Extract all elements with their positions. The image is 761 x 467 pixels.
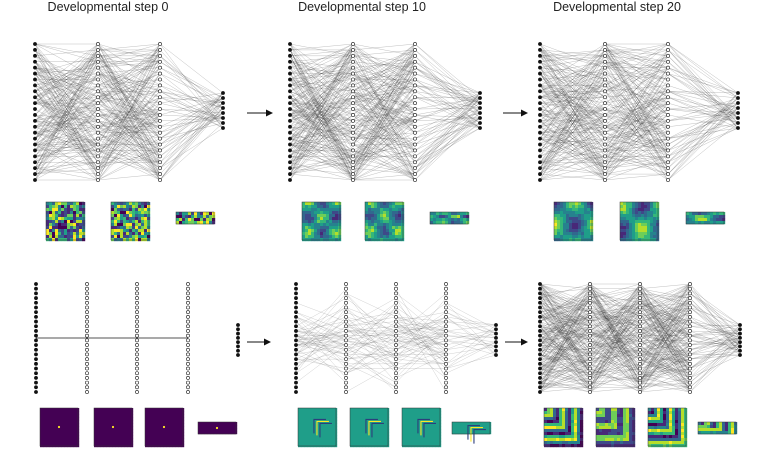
weight-map-r0-s2-2	[685, 211, 726, 225]
right-arrow-icon	[247, 338, 271, 346]
weight-map-r0-s0-2	[175, 211, 216, 225]
weight-map-r1-s1-2	[401, 407, 442, 448]
nodes	[538, 282, 742, 394]
right-arrow-icon	[505, 338, 528, 346]
nodes	[538, 42, 740, 182]
network-diagram-r1-s2	[538, 282, 742, 394]
nodes	[34, 282, 240, 394]
weight-map-r1-s0-3	[197, 421, 238, 435]
weight-map-r1-s2-1	[595, 407, 636, 448]
right-arrow-icon	[503, 109, 528, 117]
nodes	[288, 42, 482, 182]
weight-map-r1-s2-0	[543, 407, 584, 448]
right-arrow-icon	[247, 109, 273, 117]
weight-map-r0-s0-1	[110, 201, 151, 242]
nodes	[33, 42, 225, 182]
edges	[539, 43, 739, 181]
weight-map-r0-s2-1	[619, 201, 660, 242]
weight-map-r0-s0-0	[45, 201, 86, 242]
weight-map-r1-s0-0	[39, 407, 80, 448]
step-10-heading: Developmental step 10	[298, 0, 426, 14]
network-diagram-r1-s1	[294, 282, 498, 394]
weight-map-r0-s1-2	[429, 211, 470, 225]
weight-map-r1-s1-1	[349, 407, 390, 448]
edges	[295, 288, 497, 393]
nodes	[294, 282, 498, 394]
step-20-heading: Developmental step 20	[553, 0, 681, 14]
weight-map-r0-s1-0	[301, 201, 342, 242]
weight-map-r0-s1-1	[364, 201, 405, 242]
weight-map-r0-s2-0	[553, 201, 594, 242]
edges	[539, 283, 741, 393]
edges	[289, 43, 481, 181]
edges	[34, 43, 224, 181]
weight-map-r1-s2-2	[647, 407, 688, 448]
weight-map-r1-s1-3	[451, 421, 492, 444]
weight-map-r1-s2-3	[697, 421, 738, 435]
step-0-heading: Developmental step 0	[47, 0, 169, 14]
weight-map-r1-s0-1	[93, 407, 134, 448]
network-diagram-r1-s0	[34, 282, 240, 394]
weight-map-r1-s1-0	[297, 407, 338, 448]
network-diagram-r0-s2	[538, 42, 740, 182]
network-diagram-r0-s0	[33, 42, 225, 182]
weight-map-r1-s0-2	[144, 407, 185, 448]
network-diagram-r0-s1	[288, 42, 482, 182]
